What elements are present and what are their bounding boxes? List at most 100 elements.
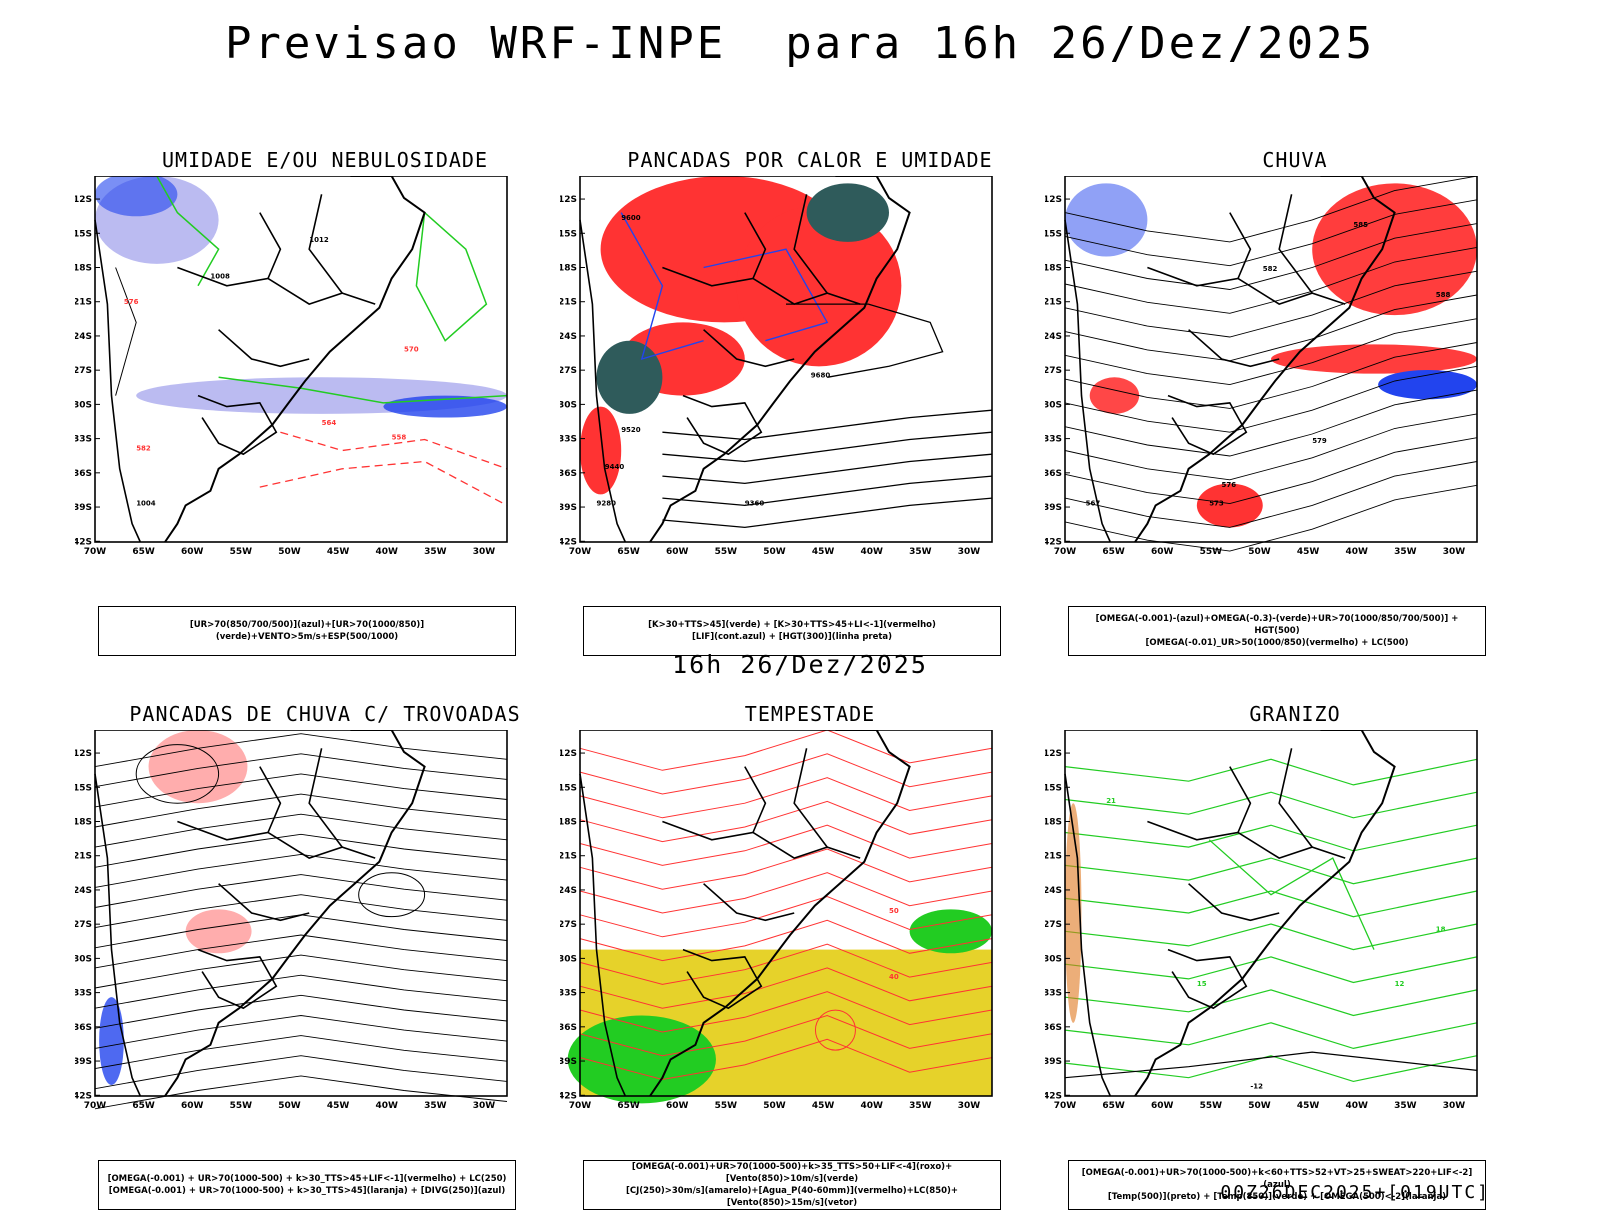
legend-line: [OMEGA(-0.01)_UR>50(1000/850)(vermelho) …: [1145, 638, 1409, 648]
state-border: [682, 948, 763, 1010]
contour-label: 50: [889, 907, 899, 915]
lat-tick-label: 21S: [560, 298, 577, 308]
state-border: [177, 266, 376, 305]
legend-line: [OMEGA(-0.001)+UR>70(1000-500)+k>35_TTS>…: [631, 1162, 953, 1184]
hgt-500-streamline: [1064, 199, 1478, 267]
lat-tick-label: 39S: [560, 503, 577, 513]
state-border: [1188, 329, 1280, 368]
state-border: [1188, 883, 1280, 922]
lat-tick-label: 33S: [1045, 435, 1062, 445]
lat-tick-label: 18S: [75, 264, 92, 274]
lc-850-streamline: [579, 824, 993, 866]
lon-tick-label: 35W: [909, 1101, 932, 1111]
lon-tick-label: 70W: [569, 1101, 592, 1111]
hgt-300: [662, 409, 993, 441]
footer-run-time: 00Z26DEC2025+[019UTC]: [1220, 1182, 1490, 1203]
contour-label: 1008: [210, 272, 230, 280]
panel-title: CHUVA: [1262, 148, 1328, 172]
lon-tick-label: 65W: [617, 547, 640, 557]
legend-line: [LIF](cont.azul) + [HGT(300)](linha pret…: [691, 632, 893, 642]
lc-250-streamline: [94, 994, 508, 1029]
lat-tick-label: 15S: [1045, 229, 1062, 239]
lc-850-streamline: [579, 800, 993, 843]
thickness-500-1000: [259, 460, 508, 506]
map-layer: [94, 730, 508, 1110]
lat-tick-label: 12S: [75, 749, 92, 759]
lat-tick-label: 24S: [75, 332, 92, 342]
contour-label: 12: [1395, 980, 1405, 988]
map-tempestade: 40 50 12S 15S 18S 21S 24S 27S 30S 33S 36S 39S 42S70W…: [560, 730, 993, 1111]
lc-250-streamline: [94, 914, 508, 949]
lat-tick-label: 30S: [75, 954, 92, 964]
state-border: [793, 748, 828, 848]
hgt-500-streamline: [1064, 342, 1478, 409]
lat-tick-label: 42S: [560, 1091, 577, 1101]
lon-tick-label: 60W: [666, 547, 689, 557]
lon-tick-label: 45W: [1297, 1101, 1320, 1111]
lon-tick-label: 35W: [1394, 547, 1417, 557]
rain-area: [1089, 377, 1140, 414]
lon-tick-label: 40W: [1345, 1101, 1368, 1111]
state-border: [662, 820, 861, 859]
lat-tick-label: 36S: [75, 1023, 92, 1033]
lon-tick-label: 60W: [1151, 547, 1174, 557]
state-border: [197, 394, 278, 456]
lat-tick-label: 39S: [1045, 503, 1062, 513]
lon-tick-label: 35W: [909, 547, 932, 557]
lon-tick-label: 70W: [569, 547, 592, 557]
lat-tick-label: 36S: [1045, 1023, 1062, 1033]
thermal-showers: [736, 205, 902, 367]
temp-850: [1064, 1055, 1478, 1083]
lat-tick-label: 30S: [75, 400, 92, 410]
state-border: [1278, 748, 1313, 848]
lon-tick-label: 70W: [1054, 547, 1077, 557]
state-border: [218, 883, 310, 922]
contour-label: 558: [392, 434, 407, 442]
hgt-500-streamline: [1064, 484, 1478, 552]
temp-850: [1064, 824, 1478, 852]
lon-tick-label: 65W: [1102, 547, 1125, 557]
lon-tick-label: 55W: [1200, 547, 1223, 557]
lon-tick-label: 60W: [181, 547, 204, 557]
lon-tick-label: 45W: [812, 1101, 835, 1111]
lat-tick-label: 18S: [560, 818, 577, 828]
lon-tick-label: 55W: [715, 1101, 738, 1111]
contour-label: 21: [1106, 797, 1116, 805]
vortex-ring: [814, 1009, 856, 1051]
contour-label: 1004: [136, 499, 156, 507]
lat-tick-label: 42S: [560, 537, 577, 547]
lc-850-streamline: [579, 1038, 993, 1081]
lon-tick-label: 55W: [715, 547, 738, 557]
lon-tick-label: 40W: [375, 547, 398, 557]
lon-tick-label: 40W: [375, 1101, 398, 1111]
coastline: [164, 176, 426, 543]
legend-line: [K>30+TTS>45](verde) + [K>30+TTS>45+LI<-…: [648, 620, 936, 630]
contour-label: 579: [1312, 437, 1327, 445]
map-granizo: 12 15 18 21 -12 12S 15S 18S 21S 24S 27S 30S 33S 36S 39…: [1045, 730, 1478, 1111]
coastline: [1134, 730, 1396, 1097]
state-border: [1147, 266, 1346, 305]
panel-title: GRANIZO: [1249, 702, 1341, 726]
contour-label: 585: [1353, 221, 1368, 229]
coastline-west: [1064, 219, 1112, 543]
lc-850-streamline: [579, 991, 993, 1033]
lat-tick-label: 33S: [75, 989, 92, 999]
lc-250-streamline: [94, 874, 508, 908]
coastline: [649, 176, 911, 543]
legend-tempestade: [OMEGA(-0.001)+UR>70(1000-500)+k>35_TTS>…: [583, 1160, 1001, 1210]
contour-label: 9280: [596, 499, 616, 507]
contour-label: 9440: [605, 463, 625, 471]
coastline-west: [94, 219, 142, 543]
lon-tick-label: 45W: [327, 547, 350, 557]
state-border: [1278, 194, 1313, 294]
lat-tick-label: 39S: [1045, 1057, 1062, 1067]
lc-250-streamline: [94, 1035, 508, 1070]
lc-250-streamline: [94, 1015, 508, 1049]
state-border: [259, 212, 282, 279]
lat-tick-label: 27S: [1045, 920, 1062, 930]
lat-tick-label: 33S: [75, 435, 92, 445]
anticyclone-ring: [358, 872, 426, 918]
hgt-500-streamline: [1064, 246, 1478, 314]
map-frame: [1064, 176, 1478, 543]
temp-850: [1064, 857, 1478, 885]
